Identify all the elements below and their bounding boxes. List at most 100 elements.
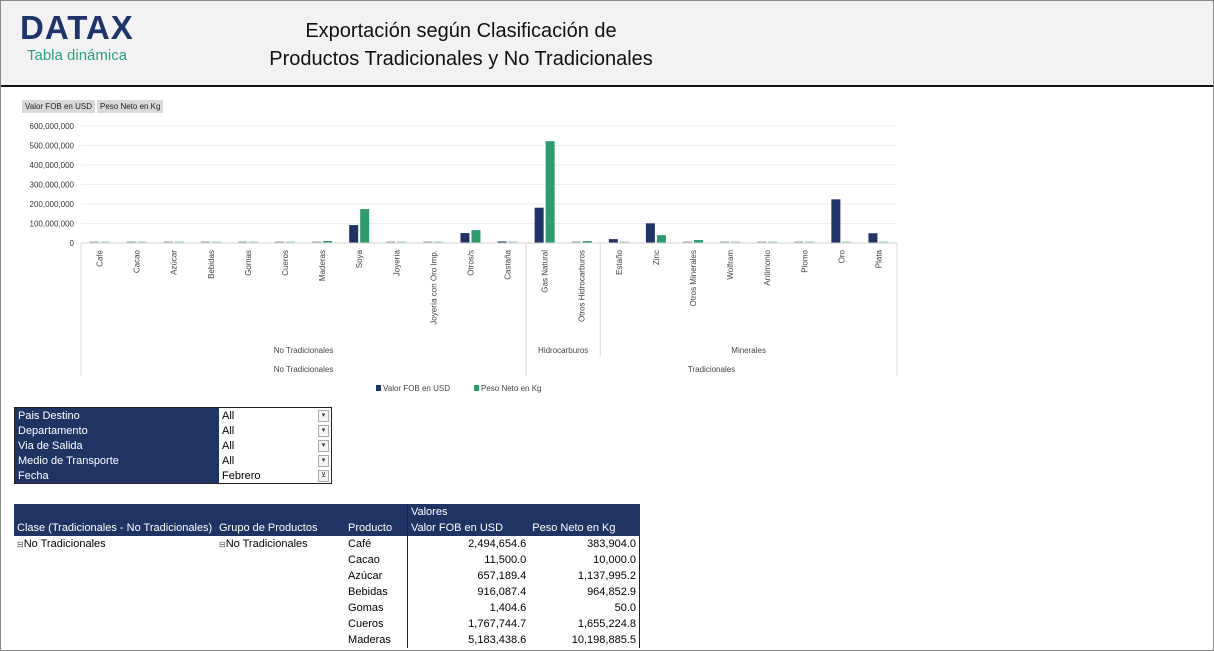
bar-fob (497, 241, 507, 243)
cell-grupo[interactable]: ⊟No Tradicionales (216, 536, 345, 552)
filter-value-text: All (222, 454, 235, 467)
bar-fob (794, 241, 804, 243)
header-clase-label: Clase (Tradicionales - No Tradicionales) (17, 522, 213, 534)
bar-fob (683, 241, 692, 243)
header: DATAX Tabla dinámica Exportación según C… (1, 1, 1213, 87)
title-line-1: Exportación según Clasificación de (305, 20, 617, 42)
filter-row: Via de Salida All ▾ (14, 438, 332, 453)
cell-producto: Azúcar (348, 570, 383, 582)
x-tick-label: Plata (874, 249, 883, 268)
cell-grupo (216, 584, 345, 600)
cell-producto: Cacao (348, 554, 380, 566)
cell-clase (14, 552, 216, 568)
chart-field-buttons: Valor FOB en USD Peso Neto en Kg (22, 100, 164, 113)
group-label: No Tradicionales (274, 346, 334, 355)
bar-fob (608, 239, 618, 243)
bar-fob (831, 199, 841, 243)
filter-row: Pais Destino All ▾ (14, 407, 332, 423)
x-tick-label: Maderas (318, 250, 327, 281)
report-filters: Pais Destino All ▾ Departamento All ▾ Via de S… (14, 407, 332, 484)
bar-fob (423, 241, 433, 243)
y-tick-label: 500,000,000 (30, 142, 75, 151)
group-label: Hidrocarburos (538, 346, 588, 355)
filter-label: Via de Salida (14, 438, 219, 453)
cell-fob: 916,087.4 (406, 584, 530, 600)
bar-peso (768, 241, 778, 243)
x-tick-label: Joyería con Oro Imp. (429, 250, 438, 325)
filter-value[interactable]: All ▾ (219, 407, 332, 423)
x-tick-label: Café (96, 249, 105, 266)
bar-fob (89, 241, 99, 243)
field-button-fob[interactable]: Valor FOB en USD (22, 100, 95, 113)
cell-producto: Cueros (348, 618, 384, 630)
cell-peso: 50.0 (529, 600, 641, 616)
header-grupo: Grupo de Productos (216, 520, 346, 536)
x-tick-label: Otros Minerales (689, 250, 698, 306)
cell-grupo (216, 616, 345, 632)
clase-label: No Tradicionales (23, 538, 106, 550)
cell-peso: 10,198,885.5 (529, 632, 641, 648)
bar-fob (312, 241, 322, 243)
dropdown-icon[interactable]: ▾ (318, 440, 329, 452)
y-tick-label: 200,000,000 (30, 200, 75, 209)
bar-fob (275, 241, 284, 243)
filter-value[interactable]: Febrero ⊻ (219, 468, 332, 484)
filter-icon[interactable]: ⊻ (318, 470, 329, 482)
header-producto: Producto (345, 520, 408, 536)
y-tick-label: 100,000,000 (30, 220, 75, 229)
cell-grupo (216, 568, 345, 584)
x-tick-label: Otros Hidrocarburos (578, 250, 587, 322)
collapse-icon[interactable]: ⊟ (219, 540, 226, 549)
y-tick-label: 300,000,000 (30, 181, 75, 190)
x-tick-label: Soya (355, 249, 364, 268)
filter-value-text: All (222, 424, 235, 437)
cell-producto: Bebidas (348, 586, 388, 598)
dropdown-icon[interactable]: ▾ (318, 455, 329, 467)
field-button-peso[interactable]: Peso Neto en Kg (96, 100, 164, 113)
bar-peso (286, 241, 295, 243)
cell-clase[interactable]: ⊟No Tradicionales (14, 536, 216, 552)
header-clase[interactable]: Clase (Tradicionales - No Tradicionales) (14, 520, 216, 536)
bar-fob (349, 225, 359, 243)
filter-label: Fecha (14, 468, 219, 484)
class-label: No Tradicionales (274, 365, 334, 374)
filter-value-text: All (222, 409, 235, 422)
y-tick-label: 400,000,000 (30, 161, 75, 170)
filter-value[interactable]: All ▾ (219, 438, 332, 453)
dropdown-icon[interactable]: ▾ (318, 410, 329, 422)
filter-label: Medio de Transporte (14, 453, 219, 468)
bar-fob (720, 241, 730, 243)
bar-peso (619, 241, 629, 243)
filter-value[interactable]: All ▾ (219, 423, 332, 438)
cell-grupo (216, 632, 345, 648)
collapse-icon[interactable]: ⊟ (17, 540, 24, 549)
x-tick-label: Cueros (281, 250, 290, 276)
dropdown-icon[interactable]: ▾ (318, 425, 329, 437)
cell-fob: 2,494,654.6 (406, 536, 530, 552)
y-tick-label: 0 (70, 239, 75, 248)
filter-label: Departamento (14, 423, 219, 438)
cell-producto: Maderas (348, 634, 391, 646)
bar-peso (100, 241, 110, 243)
filter-row: Fecha Febrero ⊻ (14, 468, 332, 484)
filter-value-text: Febrero (222, 469, 261, 482)
bar-peso (508, 241, 518, 243)
cell-peso: 10,000.0 (529, 552, 641, 568)
pivot-table: Valores Clase (Tradicionales - No Tradic… (14, 504, 641, 648)
title-line-2: Productos Tradicionales y No Tradicional… (269, 48, 653, 70)
cell-clase (14, 616, 216, 632)
bar-peso (323, 241, 333, 243)
cell-fob: 11,500.0 (406, 552, 530, 568)
legend-swatch (376, 385, 381, 391)
x-tick-label: Zinc (652, 250, 661, 265)
cell-clase (14, 632, 216, 648)
table-row: Gomas 1,404.6 50.0 (14, 600, 641, 616)
page-title: Exportación según Clasificación de Produ… (241, 17, 681, 73)
bar-fob (534, 207, 544, 243)
legend-label: Peso Neto en Kg (481, 384, 541, 393)
x-tick-label: Joyería (392, 249, 401, 276)
cell-clase (14, 584, 216, 600)
filter-value[interactable]: All ▾ (219, 453, 332, 468)
bar-fob (163, 241, 173, 243)
bar-peso (805, 241, 815, 243)
